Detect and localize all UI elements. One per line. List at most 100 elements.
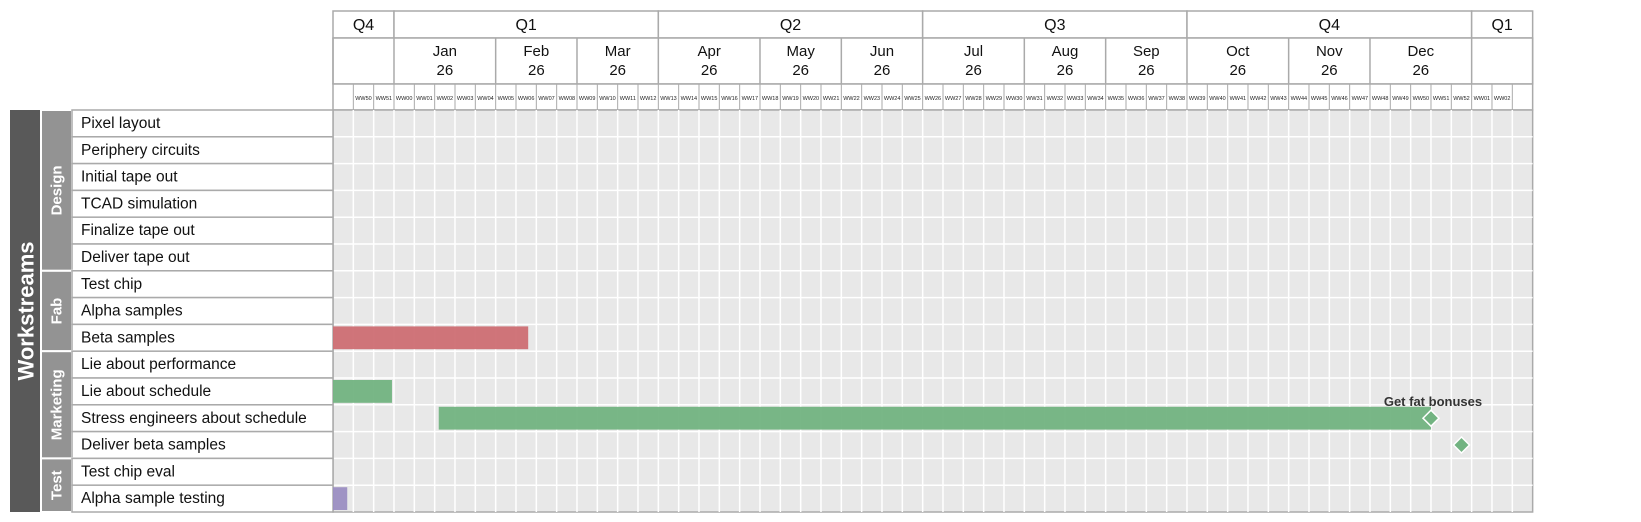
task-label: TCAD simulation	[81, 195, 197, 212]
week-label: WW51	[1433, 96, 1450, 102]
task-cell	[71, 243, 334, 272]
month-row	[332, 37, 1534, 85]
week-label: WW01	[1474, 96, 1491, 102]
quarter-label: Q1	[1491, 17, 1512, 34]
grid-background	[332, 109, 1534, 513]
month-label: Mar	[605, 43, 631, 60]
month-year-label: 26	[1229, 62, 1246, 79]
group-label: Marketing	[49, 369, 66, 440]
week-label: WW00	[396, 96, 413, 102]
week-label: WW26	[925, 96, 942, 102]
week-label: WW47	[1352, 96, 1369, 102]
week-label: WW15	[701, 96, 718, 102]
quarter-label: Q1	[515, 17, 536, 34]
task-label: Test chip	[81, 276, 142, 293]
month-year-label: 26	[1138, 62, 1155, 79]
quarter-label: Q4	[353, 17, 374, 34]
week-label: WW03	[457, 96, 474, 102]
month-label: Dec	[1407, 43, 1434, 60]
task-cell	[71, 296, 334, 326]
quarter-cell	[1470, 10, 1534, 39]
month-label: Aug	[1052, 43, 1079, 60]
month-label: Apr	[697, 43, 720, 60]
task-bars	[333, 326, 1431, 510]
week-label: WW05	[498, 96, 515, 102]
task-label: Lie about schedule	[81, 383, 211, 400]
week-label: WW30	[1006, 96, 1023, 102]
group-header	[40, 109, 73, 272]
month-label: Oct	[1226, 43, 1250, 60]
timeline-header: Q4 Q1 Q2 Q3 Q4 Q1 Jan 26 Feb 26 Mar 26 Apr 26 May 26 Jun…	[332, 10, 1534, 111]
week-label: WW34	[1087, 96, 1104, 102]
week-label: WW37	[1148, 96, 1165, 102]
task-cell	[71, 136, 334, 165]
row-header-block	[10, 110, 41, 512]
task-label: Deliver tape out	[81, 249, 190, 266]
week-label: WW11	[620, 96, 636, 102]
week-label: WW24	[884, 96, 901, 102]
week-label: WW32	[1047, 96, 1064, 102]
week-label: WW10	[599, 96, 616, 102]
week-label: WW28	[965, 96, 982, 102]
group-header	[40, 350, 73, 460]
task-labels: Workstreams Design Pixel layout Periphery c…	[10, 109, 334, 513]
month-year-label: 26	[528, 62, 545, 79]
quarter-label: Q3	[1044, 17, 1065, 34]
week-label: WW51	[376, 96, 393, 102]
task-cell	[71, 189, 334, 218]
week-label: WW44	[1291, 96, 1308, 102]
week-label: WW35	[1108, 96, 1125, 102]
week-label: WW31	[1026, 96, 1043, 102]
month-year-label: 26	[436, 62, 453, 79]
week-label: WW38	[1169, 96, 1186, 102]
week-label: WW50	[355, 96, 372, 102]
task-bar	[438, 406, 1431, 430]
task-cell	[71, 270, 334, 299]
week-label: WW02	[437, 96, 454, 102]
week-label: WW27	[945, 96, 962, 102]
task-cell	[71, 377, 334, 406]
task-cell	[71, 430, 334, 460]
month-label: Jul	[964, 43, 983, 60]
milestone-diamond	[1452, 435, 1471, 455]
task-cell	[71, 216, 334, 245]
task-label: Initial tape out	[81, 169, 178, 186]
week-label: WW25	[904, 96, 921, 102]
week-label: WW50	[1413, 96, 1430, 102]
task-label: Periphery circuits	[81, 142, 200, 159]
week-label: WW07	[538, 96, 555, 102]
group-label: Test	[49, 470, 66, 500]
week-label: WW29	[986, 96, 1003, 102]
month-year-label: 26	[965, 62, 982, 79]
month-year-label: 26	[792, 62, 809, 79]
week-label: WW04	[477, 96, 494, 102]
week-label: WW20	[803, 96, 820, 102]
week-label: WW12	[640, 96, 657, 102]
task-label: Alpha samples	[81, 303, 183, 320]
week-label: WW46	[1331, 96, 1348, 102]
week-label: WW52	[1453, 96, 1470, 102]
month-year-label: 26	[1412, 62, 1429, 79]
week-label: WW41	[1230, 96, 1247, 102]
group-label: Design	[49, 165, 66, 215]
week-label: WW18	[762, 96, 779, 102]
week-label: WW42	[1250, 96, 1267, 102]
week-label: WW02	[1494, 96, 1511, 102]
week-label: WW43	[1270, 96, 1287, 102]
week-label: WW22	[843, 96, 860, 102]
week-label: WW13	[660, 96, 677, 102]
task-label: Stress engineers about schedule	[81, 410, 307, 427]
month-year-label: 26	[701, 62, 718, 79]
week-label: WW49	[1392, 96, 1409, 102]
week-label: WW48	[1372, 96, 1389, 102]
week-label: WW40	[1209, 96, 1226, 102]
week-label: WW36	[1128, 96, 1145, 102]
month-label: Nov	[1316, 43, 1343, 60]
task-label: Alpha sample testing	[81, 490, 225, 507]
week-label: WW21	[823, 96, 840, 102]
quarter-label: Q2	[780, 17, 801, 34]
task-bar	[333, 487, 348, 510]
task-label: Pixel layout	[81, 115, 161, 132]
milestones: Get fat bonuses	[1384, 394, 1482, 455]
